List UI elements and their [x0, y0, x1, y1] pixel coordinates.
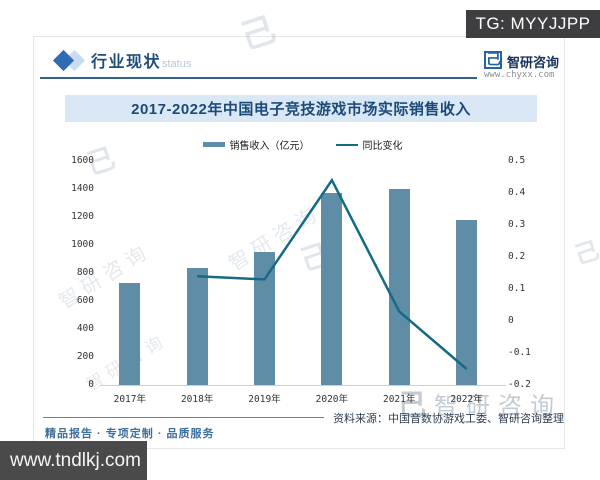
x-axis-label: 2017年	[113, 394, 146, 405]
brand-logo-icon: 己	[484, 51, 502, 69]
left-axis-tick: 800	[76, 267, 94, 278]
x-axis-label: 2020年	[315, 394, 349, 405]
header-rule	[40, 77, 477, 79]
yoy-line-chart	[197, 177, 468, 370]
legend-bar-swatch-icon	[202, 142, 225, 147]
yoy-line	[197, 177, 468, 370]
revenue-bar	[456, 219, 478, 385]
x-axis-label: 2022年	[450, 394, 483, 405]
left-axis-tick: 400	[76, 323, 94, 334]
right-axis-tick: 0.1	[508, 283, 526, 294]
source-note: 资料来源：中国音数协游戏工委、智研咨询整理	[333, 413, 564, 425]
legend-line-swatch-icon	[335, 143, 358, 146]
chart-title: 2017-2022年中国电子竞技游戏市场实际销售收入	[131, 101, 471, 118]
legend-revenue-label: 销售收入（亿元）	[229, 141, 310, 152]
left-axis-tick: 0	[88, 379, 94, 390]
brand-name: 智研咨询	[507, 55, 560, 70]
left-axis-tick: 1600	[71, 155, 94, 166]
left-axis-tick: 1400	[71, 183, 94, 194]
tg-badge-label: TG: MYYJJPP	[475, 14, 591, 33]
right-axis-tick: 0.5	[508, 155, 526, 166]
footer-divider	[43, 417, 324, 418]
legend-item-yoy: 同比变化	[335, 137, 403, 152]
left-axis-tick: 600	[76, 295, 94, 306]
x-axis-label: 2019年	[248, 394, 281, 405]
right-axis-tick: -0.2	[508, 379, 531, 390]
left-axis-tick: 1200	[71, 211, 94, 222]
section-watermark-text: status	[162, 58, 192, 70]
site-url-label: www.tndlkj.com	[10, 449, 141, 471]
revenue-bar	[186, 268, 208, 385]
section-title: 行业现状	[91, 54, 162, 71]
revenue-bar	[321, 193, 343, 385]
site-url-box: www.tndlkj.com	[0, 441, 147, 480]
x-axis-label: 2021年	[382, 394, 416, 405]
x-axis-label: 2018年	[180, 394, 214, 405]
legend-yoy-label: 同比变化	[362, 141, 403, 152]
left-axis-tick: 1000	[71, 239, 94, 250]
right-axis-tick: -0.1	[508, 347, 531, 358]
axis-baseline	[100, 385, 506, 386]
watermark-logo-icon: 己	[571, 236, 600, 270]
tg-badge: TG: MYYJJPP	[466, 10, 600, 38]
chart-title-banner: 2017-2022年中国电子竞技游戏市场实际销售收入	[65, 95, 537, 122]
left-axis-tick: 200	[76, 351, 94, 362]
right-axis-tick: 0.3	[508, 219, 526, 230]
chart-legend: 销售收入（亿元） 同比变化	[100, 137, 505, 152]
right-axis-tick: 0.4	[508, 187, 526, 198]
right-axis-tick: 0.2	[508, 251, 526, 262]
revenue-bar	[254, 252, 275, 385]
revenue-bar	[388, 189, 410, 385]
footer-tagline: 精品报告 · 专项定制 · 品质服务	[45, 428, 215, 440]
legend-item-revenue: 销售收入（亿元）	[202, 137, 310, 152]
revenue-bar	[119, 282, 141, 385]
right-axis-tick: 0	[508, 315, 514, 326]
brand-url: www.chyxx.com	[484, 70, 555, 80]
